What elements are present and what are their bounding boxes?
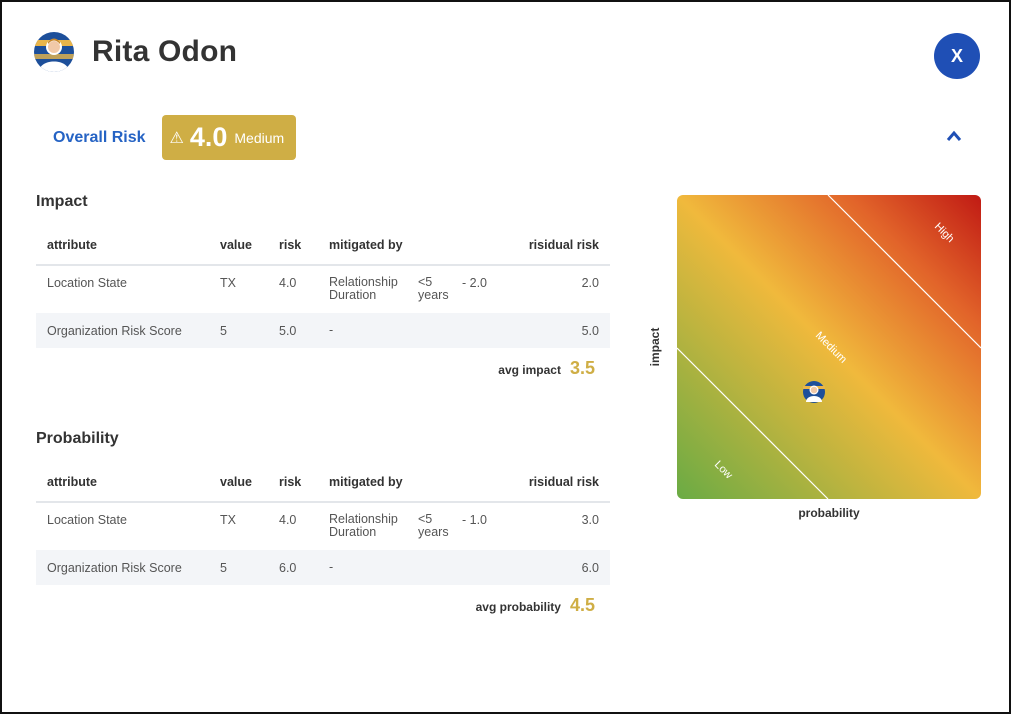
table-row: Organization Risk Score 5 6.0 - 6.0 (36, 550, 610, 585)
col-value: value (220, 226, 279, 266)
table-row: Location State TX 4.0 Relationship Durat… (36, 265, 610, 313)
avg-probability-value: 4.5 (569, 595, 595, 615)
col-mitigated-by: mitigated by (329, 226, 522, 266)
overall-risk-level: Medium (234, 129, 285, 146)
col-mitigated-by: mitigated by (329, 463, 522, 503)
row-value: TX (220, 513, 236, 527)
row-delta (462, 313, 522, 348)
avg-probability-label: avg probability (475, 600, 561, 614)
row-duration: <5 years (418, 512, 449, 539)
avg-impact-value: 3.5 (569, 358, 595, 378)
col-attribute: attribute (36, 226, 220, 266)
medium-high-boundary (827, 195, 981, 349)
row-mitigated-by: - (329, 313, 418, 348)
avg-probability: avg probability 4.5 (476, 595, 595, 616)
row-value: 5 (220, 313, 279, 348)
col-attribute: attribute (36, 463, 220, 503)
overall-risk-row: Overall Risk ⚠ 4.0 Medium (53, 115, 296, 160)
avg-impact: avg impact 3.5 (498, 358, 595, 379)
row-risk: 5.0 (279, 313, 329, 348)
row-delta: - 2.0 (462, 276, 488, 290)
overall-risk-badge: ⚠ 4.0 Medium (161, 115, 296, 160)
row-mitigated-by: Relationship Duration (329, 275, 398, 302)
row-risk: 4.0 (279, 513, 297, 527)
col-risk: risk (279, 463, 329, 503)
row-value: TX (220, 276, 236, 290)
low-medium-boundary (677, 347, 829, 499)
row-residual: 5.0 (522, 313, 610, 348)
probability-title: Probability (36, 430, 119, 447)
row-attribute: Location State (47, 276, 127, 290)
row-delta: - 1.0 (462, 513, 488, 527)
row-attribute: Organization Risk Score (36, 550, 220, 585)
user-avatar-icon (34, 32, 74, 72)
risk-matrix: Low Medium High (677, 195, 981, 499)
overall-risk-label: Overall Risk (53, 128, 146, 146)
col-residual-risk: risidual risk (522, 226, 610, 266)
col-risk: risk (279, 226, 329, 266)
person-marker-icon[interactable] (803, 381, 825, 403)
impact-table: attribute value risk mitigated by risidu… (36, 226, 610, 348)
matrix-gradient (677, 195, 981, 499)
row-risk: 4.0 (279, 276, 297, 290)
row-value: 5 (220, 550, 279, 585)
row-mitigated-by: Relationship Duration (329, 512, 398, 539)
impact-title: Impact (36, 193, 88, 210)
col-value: value (220, 463, 279, 503)
row-attribute: Location State (47, 513, 127, 527)
row-duration (418, 313, 462, 348)
col-residual-risk: risidual risk (522, 463, 610, 503)
row-residual: 2.0 (581, 276, 599, 290)
row-mitigated-by: - (329, 550, 418, 585)
person-name: Rita Odon (92, 35, 238, 68)
close-button[interactable]: X (934, 33, 980, 79)
row-attribute: Organization Risk Score (36, 313, 220, 348)
table-row: Location State TX 4.0 Relationship Durat… (36, 502, 610, 550)
person-header: Rita Odon (34, 32, 237, 72)
y-axis-label: impact (648, 327, 662, 367)
probability-table: attribute value risk mitigated by risidu… (36, 463, 610, 585)
row-duration: <5 years (418, 275, 449, 302)
row-residual: 6.0 (522, 550, 610, 585)
overall-risk-score: 4.0 (189, 122, 228, 152)
chevron-up-icon[interactable] (946, 126, 962, 147)
row-risk: 6.0 (279, 550, 329, 585)
row-delta (462, 550, 522, 585)
warning-icon: ⚠ (169, 129, 184, 147)
avg-impact-label: avg impact (498, 363, 561, 377)
table-row: Organization Risk Score 5 5.0 - 5.0 (36, 313, 610, 348)
row-duration (418, 550, 462, 585)
row-residual: 3.0 (581, 513, 599, 527)
x-axis-label: probability (798, 506, 860, 520)
